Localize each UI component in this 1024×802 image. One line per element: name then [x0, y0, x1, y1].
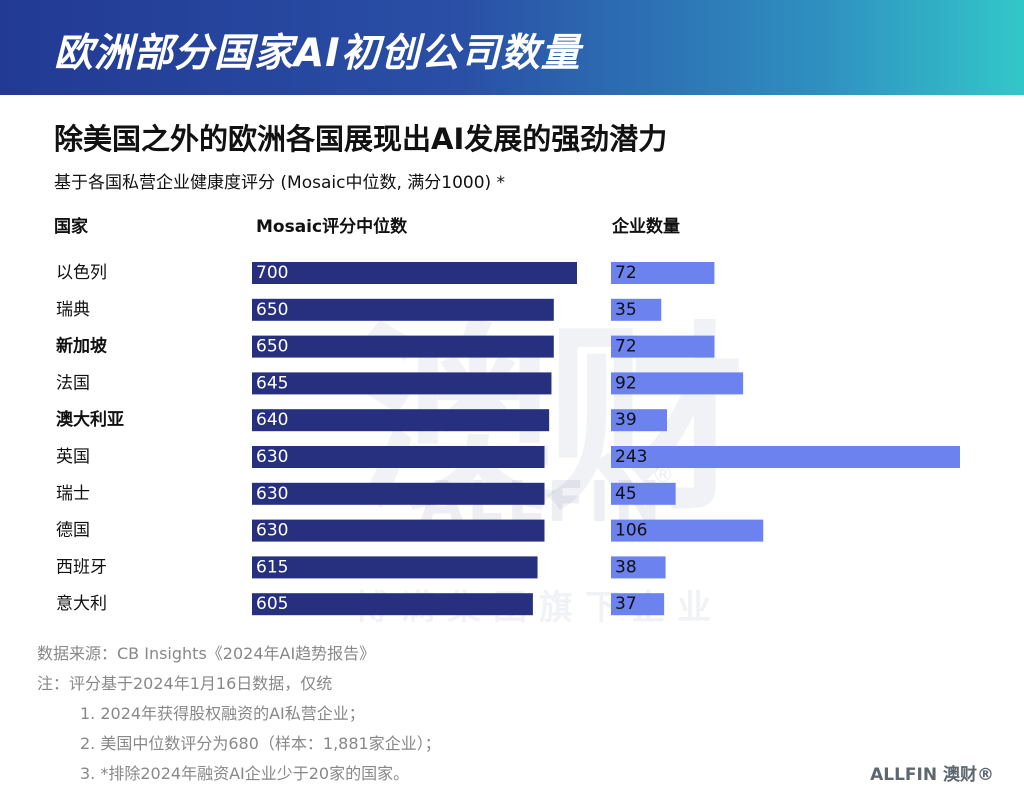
category-label: 以色列 — [56, 263, 107, 283]
brand-logo: ALLFIN 澳财® — [870, 765, 994, 785]
column-header-country: 国家 — [54, 217, 88, 237]
mosaic-bar — [252, 593, 533, 616]
count-value-label: 72 — [615, 337, 637, 357]
count-value-label: 35 — [615, 300, 637, 320]
source-note: 数据来源：CB Insights《2024年AI趋势报告》 — [37, 644, 376, 663]
mosaic-value-label: 650 — [256, 300, 288, 320]
category-label: 瑞士 — [56, 484, 90, 504]
mosaic-bar — [252, 335, 554, 358]
mosaic-value-label: 700 — [256, 263, 288, 283]
count-value-label: 45 — [615, 484, 637, 504]
mosaic-bar — [252, 446, 545, 468]
category-label: 新加坡 — [56, 336, 107, 357]
category-label: 澳大利亚 — [56, 409, 124, 430]
footnote-intro: 注：评分基于2024年1月16日数据，仅统 — [37, 674, 333, 693]
count-bar — [611, 409, 668, 432]
mosaic-value-label: 645 — [256, 373, 288, 393]
banner-title: 欧洲部分国家AI初创公司数量 — [54, 31, 581, 76]
count-bar — [611, 372, 744, 395]
count-value-label: 37 — [615, 594, 637, 614]
headline: 除美国之外的欧洲各国展现出AI发展的强劲潜力 — [54, 122, 668, 156]
category-label: 瑞典 — [56, 300, 90, 320]
count-bar — [611, 298, 662, 321]
column-header-count: 企业数量 — [612, 217, 680, 237]
mosaic-value-label: 615 — [256, 557, 288, 577]
mosaic-value-label: 630 — [256, 484, 288, 504]
mosaic-bar — [252, 482, 545, 505]
count-value-label: 39 — [615, 410, 637, 430]
footnote-item-2: 2. 美国中位数评分为680（样本：1,881家企业）； — [80, 734, 441, 753]
mosaic-value-label: 630 — [256, 521, 288, 541]
count-bar — [611, 262, 715, 284]
mosaic-bar — [252, 519, 545, 542]
footnote-item-1: 1. 2024年获得股权融资的AI私营企业； — [80, 704, 365, 723]
category-label: 法国 — [56, 373, 90, 393]
mosaic-value-label: 640 — [256, 410, 288, 430]
title-banner: 欧洲部分国家AI初创公司数量 — [0, 0, 1024, 95]
mosaic-bar — [252, 298, 554, 321]
mosaic-bar — [252, 262, 577, 284]
count-value-label: 92 — [615, 373, 637, 393]
footnote-item-3: 3. *排除2024年融资AI企业少于20家的国家。 — [80, 764, 410, 783]
mosaic-value-label: 650 — [256, 337, 288, 357]
count-value-label: 106 — [615, 521, 647, 541]
mosaic-bar — [252, 556, 538, 579]
category-label: 西班牙 — [56, 557, 107, 577]
count-bar — [611, 335, 715, 358]
subheadline: 基于各国私营企业健康度评分 (Mosaic中位数, 满分1000) * — [54, 173, 506, 193]
mosaic-bar — [252, 409, 550, 432]
count-bar — [611, 446, 960, 468]
category-label: 英国 — [56, 447, 90, 467]
count-value-label: 38 — [615, 557, 637, 577]
mosaic-value-label: 605 — [256, 594, 288, 614]
count-bar — [611, 556, 666, 579]
mosaic-value-label: 630 — [256, 447, 288, 467]
count-bar — [611, 593, 665, 616]
count-value-label: 243 — [615, 447, 647, 467]
column-header-mosaic: Mosaic评分中位数 — [256, 217, 408, 237]
count-value-label: 72 — [615, 263, 637, 283]
count-bar — [611, 519, 764, 542]
category-label: 意大利 — [56, 594, 107, 614]
count-bar — [611, 482, 676, 505]
category-label: 德国 — [56, 521, 90, 541]
mosaic-bar — [252, 372, 552, 395]
